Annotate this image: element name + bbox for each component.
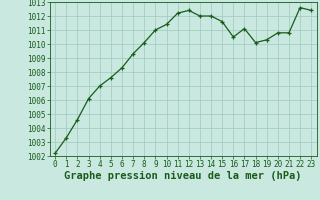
X-axis label: Graphe pression niveau de la mer (hPa): Graphe pression niveau de la mer (hPa) [64,171,302,181]
